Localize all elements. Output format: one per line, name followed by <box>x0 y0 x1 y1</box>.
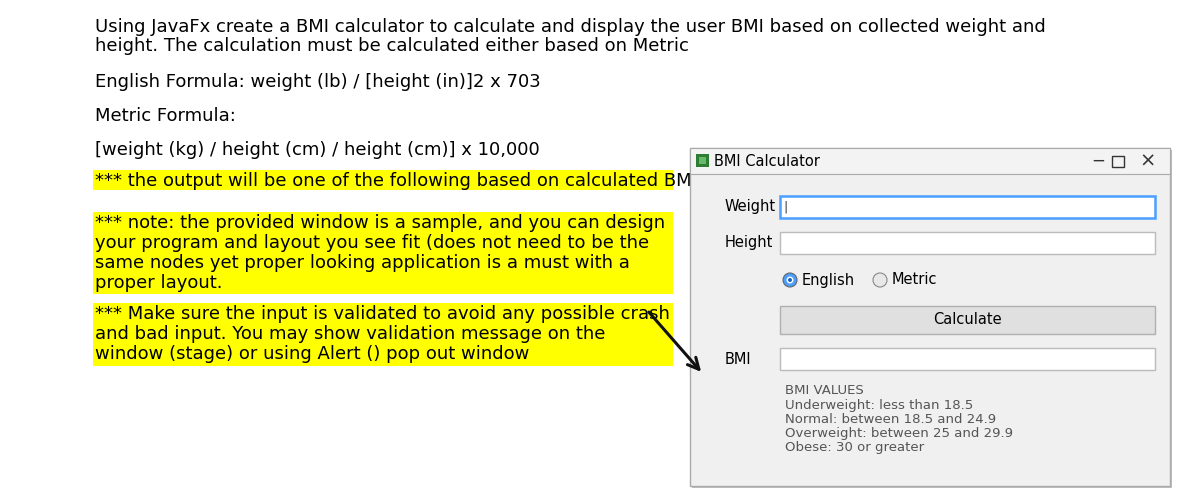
Text: *** note: the provided window is a sample, and you can design: *** note: the provided window is a sampl… <box>95 214 665 232</box>
FancyBboxPatch shape <box>690 148 1170 486</box>
Bar <box>696 154 709 167</box>
FancyBboxPatch shape <box>94 170 673 190</box>
Text: Metric Formula:: Metric Formula: <box>95 107 236 125</box>
Bar <box>1112 156 1124 167</box>
Text: Obese: 30 or greater: Obese: 30 or greater <box>785 441 924 454</box>
Text: same nodes yet proper looking application is a must with a: same nodes yet proper looking applicatio… <box>95 254 630 272</box>
Text: ×: × <box>1140 151 1156 171</box>
Text: BMI: BMI <box>725 352 751 366</box>
Text: height. The calculation must be calculated either based on Metric: height. The calculation must be calculat… <box>95 37 689 55</box>
Text: your program and layout you see fit (does not need to be the: your program and layout you see fit (doe… <box>95 234 649 252</box>
Text: Overweight: between 25 and 29.9: Overweight: between 25 and 29.9 <box>785 427 1013 440</box>
Text: Calculate: Calculate <box>934 313 1002 327</box>
Text: English Formula: weight (lb) / [height (in)]2 x 703: English Formula: weight (lb) / [height (… <box>95 73 541 91</box>
Text: Normal: between 18.5 and 24.9: Normal: between 18.5 and 24.9 <box>785 413 996 426</box>
FancyBboxPatch shape <box>94 303 673 366</box>
Text: |: | <box>784 201 787 213</box>
Circle shape <box>784 273 797 287</box>
FancyBboxPatch shape <box>692 150 1172 488</box>
Circle shape <box>786 277 793 283</box>
Circle shape <box>874 273 887 287</box>
Text: BMI VALUES: BMI VALUES <box>785 384 864 397</box>
Text: Weight: Weight <box>725 200 776 214</box>
FancyBboxPatch shape <box>780 348 1154 370</box>
Bar <box>698 157 706 164</box>
Circle shape <box>788 278 792 282</box>
FancyBboxPatch shape <box>780 232 1154 254</box>
FancyBboxPatch shape <box>94 212 673 294</box>
Text: Using JavaFx create a BMI calculator to calculate and display the user BMI based: Using JavaFx create a BMI calculator to … <box>95 18 1045 36</box>
Text: Height: Height <box>725 236 773 250</box>
Text: and bad input. You may show validation message on the: and bad input. You may show validation m… <box>95 325 605 343</box>
Text: −: − <box>1091 152 1105 170</box>
Text: proper layout.: proper layout. <box>95 274 222 292</box>
Text: Metric: Metric <box>892 273 937 287</box>
Text: English: English <box>802 273 856 287</box>
FancyBboxPatch shape <box>780 306 1154 334</box>
FancyBboxPatch shape <box>690 148 1170 174</box>
FancyBboxPatch shape <box>780 196 1154 218</box>
Text: window (stage) or using Alert () pop out window: window (stage) or using Alert () pop out… <box>95 345 529 363</box>
Text: [weight (kg) / height (cm) / height (cm)] x 10,000: [weight (kg) / height (cm) / height (cm)… <box>95 141 540 159</box>
Text: *** the output will be one of the following based on calculated BMI: *** the output will be one of the follow… <box>95 172 697 190</box>
Text: Underweight: less than 18.5: Underweight: less than 18.5 <box>785 399 973 412</box>
Text: BMI Calculator: BMI Calculator <box>714 153 820 169</box>
Text: *** Make sure the input is validated to avoid any possible crash: *** Make sure the input is validated to … <box>95 305 670 323</box>
